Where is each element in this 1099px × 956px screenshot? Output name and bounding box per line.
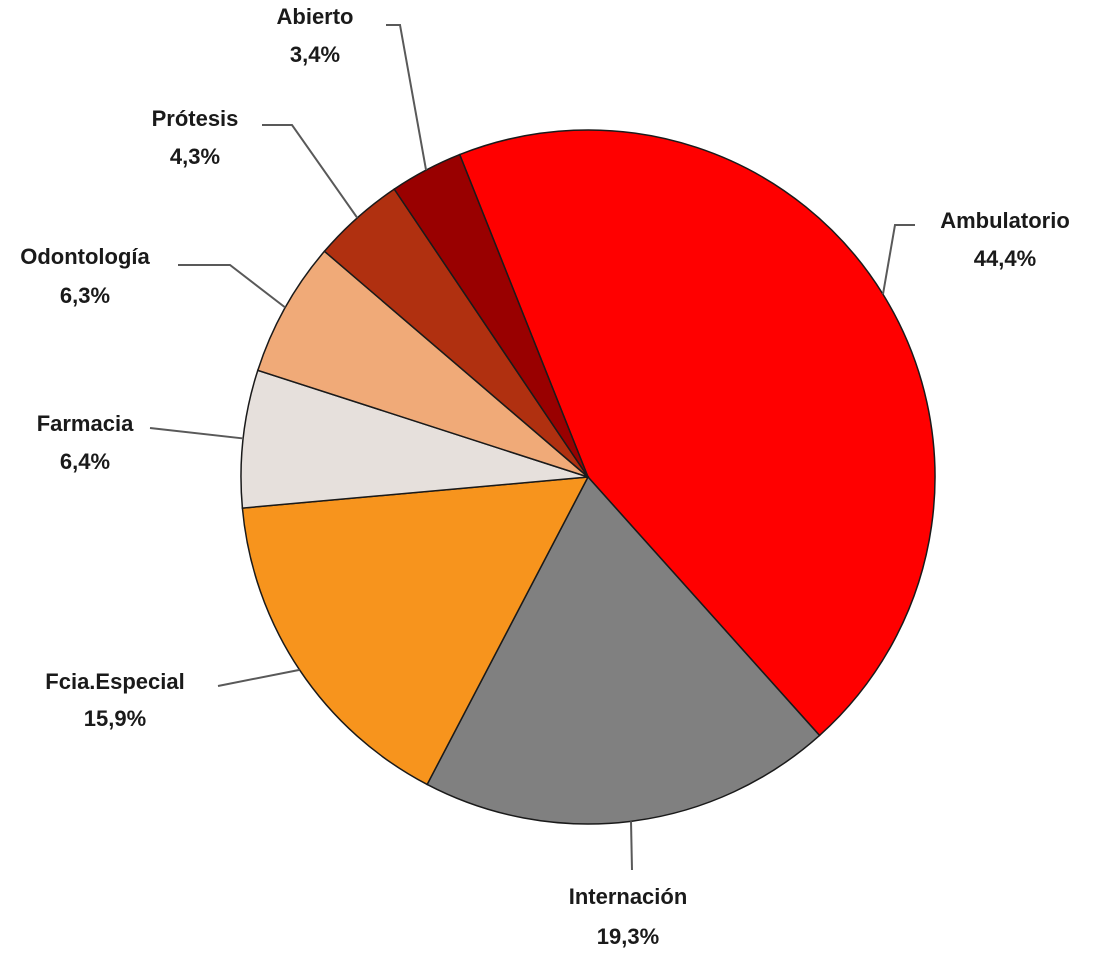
- leader-line: [178, 264, 286, 309]
- leader-line: [386, 24, 428, 171]
- slice-label: Odontología: [20, 244, 150, 269]
- slice-label: Fcia.Especial: [45, 669, 184, 694]
- pie-slice: [240, 369, 589, 509]
- leader-line: [630, 821, 633, 871]
- pie-slice: [393, 153, 589, 478]
- leader-line: [217, 668, 300, 687]
- slice-value-label: 6,4%: [60, 449, 110, 474]
- leader-line: [149, 427, 244, 440]
- leader-line: [881, 224, 915, 295]
- slice-value-label: 44,4%: [974, 246, 1036, 271]
- slice-label: Internación: [569, 884, 688, 909]
- pie-slice: [256, 250, 589, 478]
- slice-label: Abierto: [277, 4, 354, 29]
- slice-label: Prótesis: [152, 106, 239, 131]
- pie-slice: [458, 129, 936, 737]
- slice-value-label: 15,9%: [84, 706, 146, 731]
- pie-slice: [241, 476, 590, 786]
- slice-label: Ambulatorio: [940, 208, 1070, 233]
- slice-value-label: 3,4%: [290, 42, 340, 67]
- slice-value-label: 19,3%: [597, 924, 659, 949]
- slice-value-label: 4,3%: [170, 144, 220, 169]
- slice-label: Farmacia: [37, 411, 134, 436]
- leader-line: [262, 124, 359, 219]
- pie-slice: [426, 475, 821, 825]
- slice-value-label: 6,3%: [60, 283, 110, 308]
